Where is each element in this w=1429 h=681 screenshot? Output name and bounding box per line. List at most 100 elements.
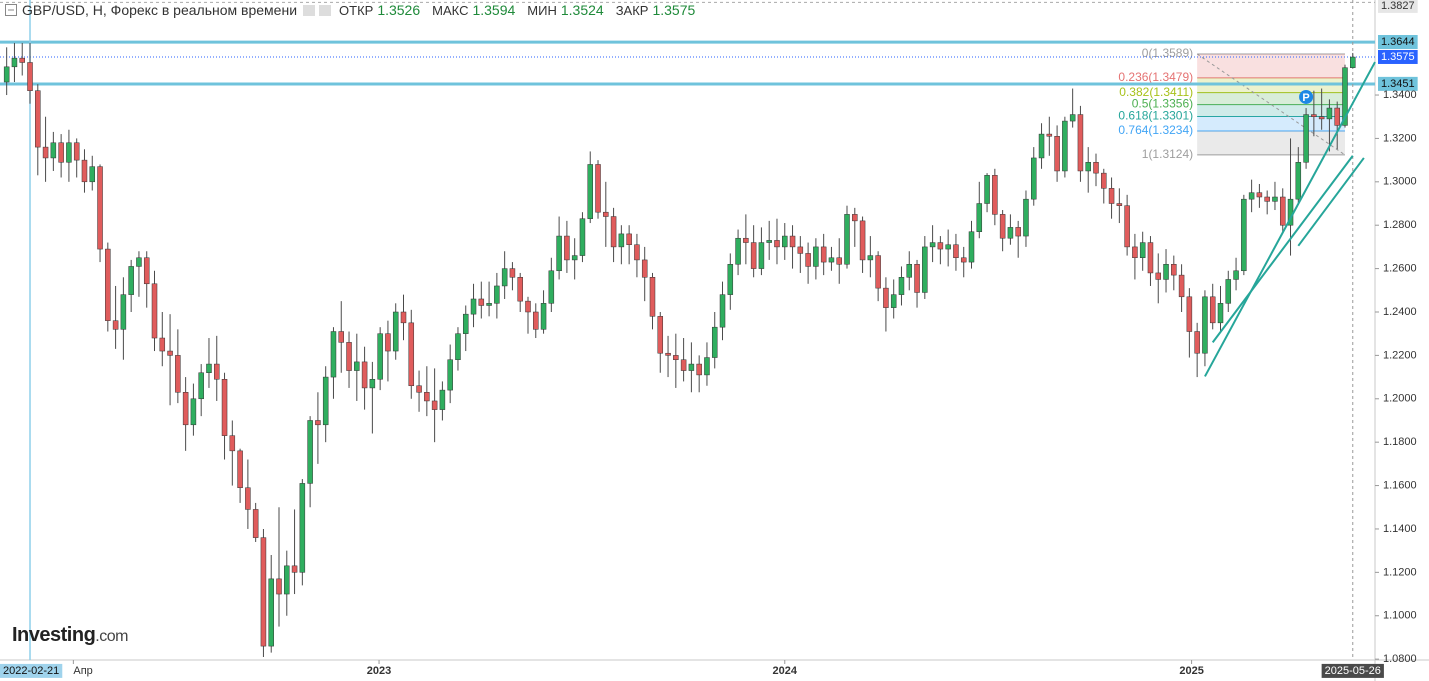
- candle-body: [999, 214, 1006, 239]
- y-tick-label: 1.1600: [1383, 479, 1417, 491]
- candle-body: [1046, 133, 1053, 137]
- candle-body: [1194, 331, 1200, 354]
- candle-body: [105, 248, 111, 321]
- candle-body: [1093, 162, 1099, 174]
- collapse-icon[interactable]: [4, 3, 18, 17]
- candle-body: [649, 277, 656, 317]
- candle-body: [564, 235, 570, 261]
- candle-body: [462, 313, 469, 334]
- candle-body: [603, 211, 609, 217]
- close-value: 1.3575: [652, 2, 696, 18]
- candle-body: [455, 333, 461, 360]
- high-value: 1.3594: [472, 2, 516, 18]
- trendline: [1297, 157, 1365, 247]
- candle-body: [167, 350, 173, 356]
- candle-body: [81, 159, 88, 183]
- close-label: ЗАКР: [615, 2, 649, 18]
- fib-label: 0.5(1.3356): [1132, 97, 1193, 111]
- candle-body: [1256, 192, 1263, 198]
- candle-body: [960, 257, 967, 263]
- candle-body: [836, 257, 842, 265]
- candle-body: [3, 66, 10, 83]
- watermark-brand: Investing: [12, 624, 96, 646]
- candle-body: [354, 361, 360, 371]
- candle-body: [58, 142, 64, 163]
- candle-body: [377, 333, 383, 380]
- candle-body: [743, 237, 749, 243]
- candle-body: [1217, 303, 1224, 324]
- candle-body: [735, 237, 741, 265]
- low-value: 1.3524: [560, 2, 604, 18]
- candle-body: [844, 214, 850, 265]
- candle-body: [922, 246, 928, 293]
- event-marker-label: P: [1302, 92, 1309, 104]
- candle-body: [1318, 116, 1325, 120]
- candle-body: [447, 359, 453, 391]
- watermark-suffix: .com: [95, 628, 128, 645]
- y-tick-label: 1.2600: [1383, 263, 1417, 275]
- level-price-label-box: [1378, 34, 1418, 49]
- candle-body: [400, 311, 407, 324]
- candle-body: [509, 268, 516, 278]
- crosshair-date-label-box: [0, 663, 63, 678]
- top-price-label-group: 1.3827: [1378, 0, 1418, 13]
- event-marker: [1299, 89, 1314, 104]
- candle-body: [890, 294, 897, 308]
- candle-body: [914, 264, 920, 293]
- low-label: МИН: [527, 2, 557, 18]
- crosshair-date-label-group: 2025-05-26: [1321, 663, 1384, 678]
- candle-body: [579, 218, 586, 256]
- y-tick-label: 1.0800: [1383, 653, 1417, 665]
- candle-body: [758, 242, 765, 269]
- candle-body: [587, 164, 593, 219]
- candle-body: [1116, 203, 1123, 206]
- candle-body: [1132, 246, 1138, 259]
- fib-label: 1(1.3124): [1142, 147, 1193, 161]
- trendline: [1211, 155, 1354, 343]
- candle-body: [1163, 264, 1169, 280]
- candle-body: [143, 257, 150, 285]
- y-tick-label: 1.1200: [1383, 566, 1417, 578]
- candle-body: [859, 220, 866, 261]
- candle-body: [1069, 114, 1076, 122]
- level-price-label-group: 1.3451: [1378, 76, 1418, 91]
- open-value: 1.3526: [377, 2, 421, 18]
- y-tick-label: 1.3000: [1383, 176, 1417, 188]
- level-price-label: 1.3644: [1381, 36, 1415, 48]
- level-price-label-box: [1378, 76, 1418, 91]
- candle-body: [1248, 192, 1255, 200]
- candle-body: [945, 244, 951, 250]
- candle-body: [276, 578, 282, 595]
- candle-body: [478, 298, 485, 306]
- candle-body: [1139, 242, 1146, 259]
- candle-body: [719, 294, 726, 328]
- trendline: [1204, 61, 1376, 377]
- candle-body: [1171, 264, 1177, 276]
- fib-label: 0.236(1.3479): [1118, 70, 1193, 84]
- candle-body: [73, 142, 80, 161]
- fib-label: 0.382(1.3411): [1119, 85, 1193, 99]
- candle-body: [315, 420, 321, 426]
- fib-label: 0(1.3589): [1142, 46, 1193, 60]
- candle-body: [782, 235, 788, 248]
- x-tick-label: 2024: [773, 665, 798, 677]
- fib-zone: [1197, 54, 1345, 78]
- candle-body: [533, 311, 539, 330]
- candle-body: [641, 259, 648, 278]
- candle-body: [1178, 274, 1185, 298]
- candle-body: [190, 398, 197, 426]
- high-label: МАКС: [432, 2, 469, 18]
- candle-body: [984, 175, 990, 204]
- candle-body: [898, 277, 905, 295]
- level-price-label-group: 1.3644: [1378, 34, 1418, 49]
- candle-body: [1311, 114, 1317, 117]
- candle-body: [750, 242, 757, 269]
- candle-body: [66, 142, 72, 163]
- y-tick-label: 1.3400: [1383, 89, 1417, 101]
- candle-body: [1342, 67, 1348, 126]
- settings-icons[interactable]: [301, 3, 335, 17]
- candle-body: [408, 322, 415, 387]
- candle-body: [1054, 136, 1060, 172]
- candle-body: [610, 216, 617, 248]
